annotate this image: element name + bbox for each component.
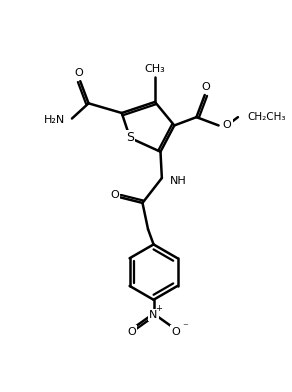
- Text: O: O: [74, 68, 83, 78]
- Text: ⁻: ⁻: [182, 323, 188, 332]
- Text: O: O: [202, 82, 211, 92]
- Text: +: +: [156, 303, 163, 312]
- Text: S: S: [126, 131, 134, 144]
- Text: O: O: [223, 120, 232, 131]
- Text: CH₃: CH₃: [145, 64, 165, 74]
- Text: O: O: [171, 327, 180, 337]
- Text: N: N: [150, 310, 158, 320]
- Text: NH: NH: [170, 176, 187, 186]
- Text: O: O: [110, 190, 119, 200]
- Text: CH₂CH₃: CH₂CH₃: [248, 112, 286, 122]
- Text: O: O: [127, 327, 136, 337]
- Text: H₂N: H₂N: [44, 115, 65, 125]
